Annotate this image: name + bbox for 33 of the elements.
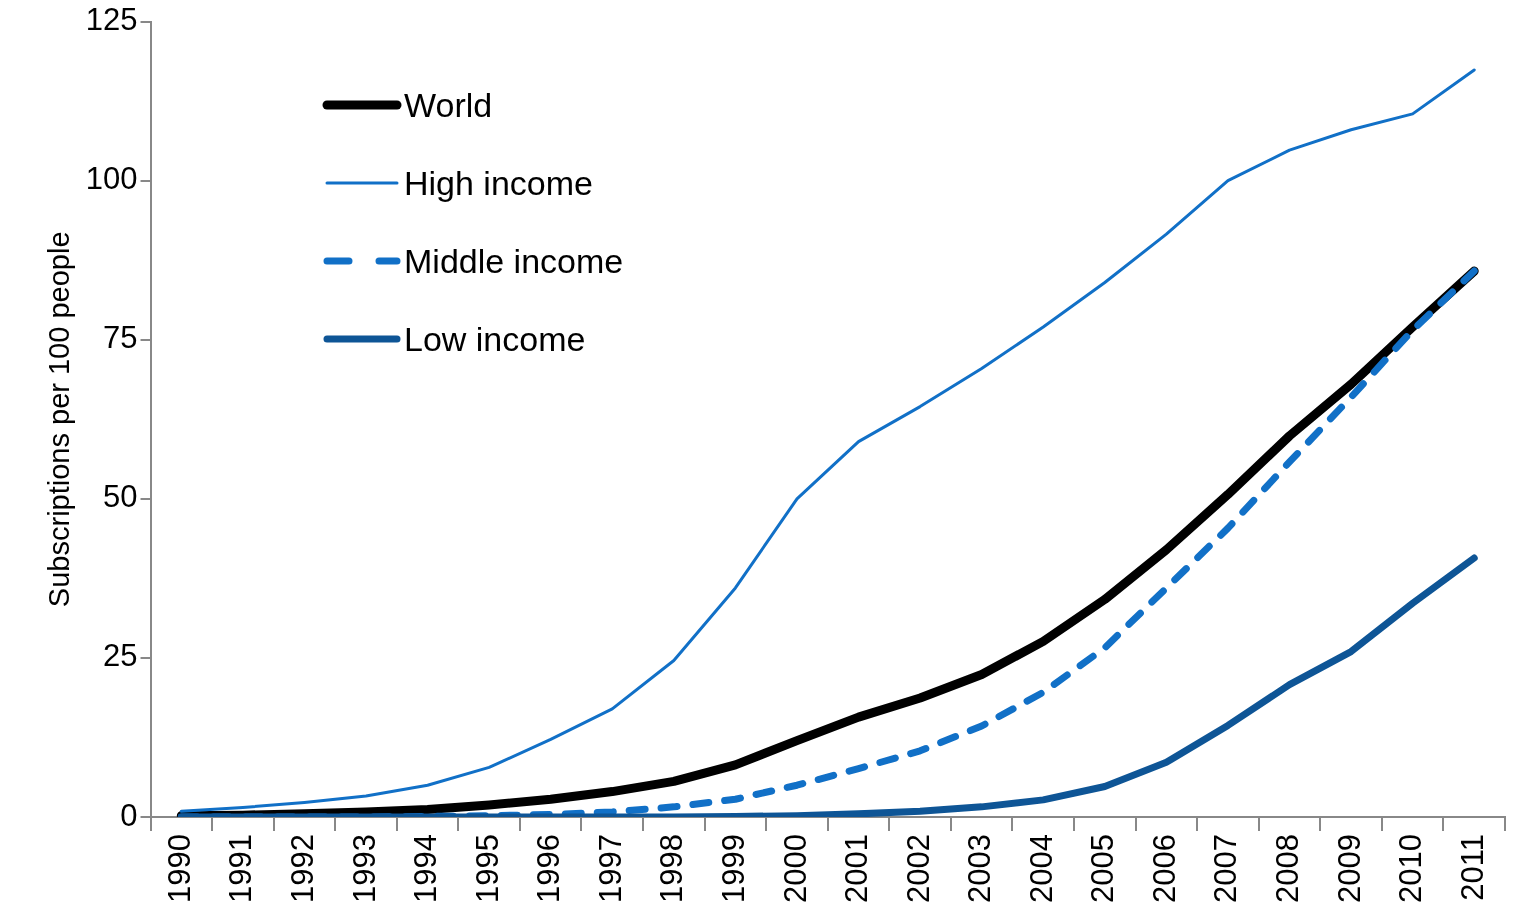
legend-label: High income (404, 163, 593, 203)
x-tick-label: 1993 (346, 834, 382, 904)
x-tick-label: 1995 (469, 834, 505, 904)
x-tick-label: 2000 (777, 834, 813, 904)
x-tick-label: 2004 (1023, 834, 1059, 904)
x-tick-label: 1998 (654, 834, 690, 904)
x-tick-label: 2005 (1085, 834, 1121, 904)
y-tick-label: 75 (103, 320, 138, 356)
y-tick-label: 25 (103, 638, 138, 674)
y-axis-title: Subscriptions per 100 people (43, 231, 76, 608)
y-tick-label: 100 (85, 161, 138, 197)
x-tick-label: 1996 (531, 834, 567, 904)
x-tick-label: 1990 (161, 834, 197, 904)
x-tick-label: 1994 (408, 834, 444, 904)
x-tick-label: 2007 (1208, 834, 1244, 904)
x-tick-label: 2002 (900, 834, 936, 904)
x-tick-label: 2001 (839, 834, 875, 904)
x-tick-label: 2011 (1454, 834, 1490, 901)
x-tick-label: 2003 (962, 834, 998, 904)
x-tick-label: 1997 (592, 834, 628, 904)
x-tick-label: 1991 (223, 834, 259, 904)
legend-label: Low income (404, 319, 586, 359)
y-tick-label: 0 (120, 797, 138, 833)
y-tick-label: 125 (85, 2, 138, 38)
x-tick-label: 2009 (1331, 834, 1367, 904)
legend-label: Middle income (404, 241, 624, 281)
x-tick-label: 1992 (284, 834, 320, 904)
legend-label: World (404, 85, 493, 125)
x-tick-label: 2006 (1146, 834, 1182, 904)
x-tick-label: 2008 (1270, 834, 1306, 904)
x-tick-label: 1999 (715, 834, 751, 904)
y-tick-label: 50 (103, 479, 138, 515)
x-tick-label: 2010 (1393, 834, 1429, 904)
